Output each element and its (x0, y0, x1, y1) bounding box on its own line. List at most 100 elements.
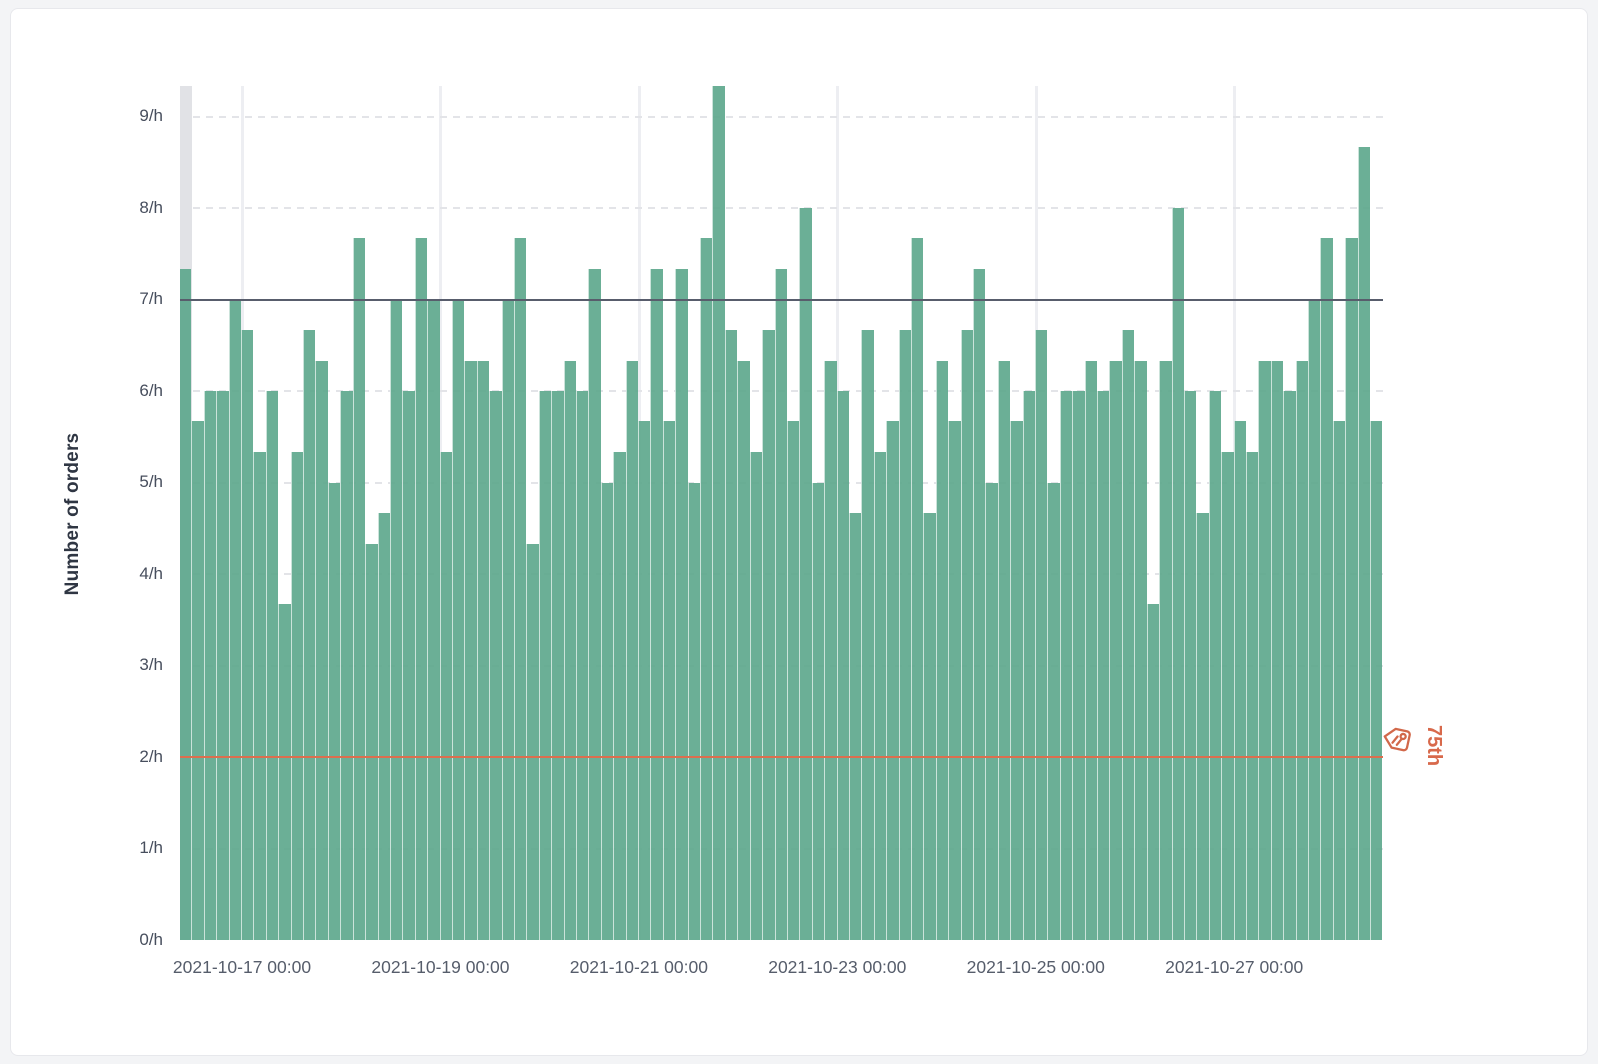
bar (1072, 391, 1085, 940)
y-axis-tick-label: 3/h (139, 655, 163, 675)
bar (600, 482, 614, 940)
bar (180, 269, 192, 940)
bar (439, 452, 452, 940)
bar (290, 452, 304, 940)
bar (1245, 452, 1259, 940)
percentile-75-label: 75th (1423, 725, 1445, 767)
reference-line-7 (180, 298, 1383, 301)
bar (1270, 360, 1284, 940)
y-axis-tick-label: 9/h (139, 106, 163, 126)
bar (216, 391, 229, 940)
h-gridline (180, 115, 1383, 118)
bar (1159, 360, 1172, 940)
orders-bar-chart (180, 86, 1383, 940)
bar (762, 329, 775, 940)
bar (1283, 391, 1296, 940)
bar (1059, 391, 1073, 940)
bar (253, 452, 266, 940)
bar (712, 86, 725, 940)
x-axis-tick-label: 2021-10-19 00:00 (371, 957, 510, 977)
bar (1295, 360, 1308, 940)
bar (1146, 604, 1160, 940)
bar (1258, 360, 1271, 940)
bar (303, 329, 316, 940)
bar (1208, 391, 1222, 940)
bar (1233, 421, 1246, 940)
bar (414, 238, 428, 940)
percentile-75th-line (180, 756, 1383, 758)
bar (513, 238, 527, 940)
bar (625, 360, 639, 940)
bar (241, 329, 254, 940)
bar (1134, 360, 1147, 940)
y-axis-tick-label: 4/h (139, 563, 163, 583)
y-axis-tick-label: 7/h (139, 289, 163, 309)
bar (1084, 360, 1098, 940)
bar (265, 391, 279, 940)
bar (724, 329, 738, 940)
bar (737, 360, 750, 940)
bar (1221, 452, 1234, 940)
y-axis-tick-label: 6/h (139, 380, 163, 400)
bar (973, 269, 986, 940)
bar (1171, 208, 1184, 940)
bar (613, 452, 626, 940)
bar (489, 391, 502, 940)
y-axis-tick-label: 8/h (139, 197, 163, 217)
bar (576, 391, 589, 940)
y-axis-tick-label: 2/h (139, 746, 163, 766)
bar (848, 512, 862, 940)
bar (650, 269, 663, 940)
bar (551, 391, 564, 940)
bar (861, 329, 874, 940)
bar (824, 360, 837, 940)
bar (191, 421, 204, 940)
x-axis-tick-label: 2021-10-25 00:00 (966, 957, 1105, 977)
x-axis-tick-label: 2021-10-21 00:00 (569, 957, 708, 977)
bar (1332, 421, 1346, 940)
bar (910, 238, 924, 940)
bar (811, 482, 825, 940)
bar (203, 391, 217, 940)
x-axis-tick-label: 2021-10-27 00:00 (1165, 957, 1304, 977)
bar (662, 421, 676, 940)
bar (960, 329, 973, 940)
bar (464, 360, 477, 940)
bar (588, 269, 601, 940)
bar (365, 543, 378, 940)
bar (427, 299, 440, 940)
bar (836, 391, 849, 940)
bar (774, 269, 787, 940)
bar (935, 360, 949, 940)
bar (340, 391, 353, 940)
bar (786, 421, 800, 940)
bar (1121, 329, 1135, 940)
y-axis-tick-label: 1/h (139, 838, 163, 858)
bar (886, 421, 899, 940)
tag-icon (1378, 720, 1416, 758)
bar (451, 299, 465, 940)
bar (675, 269, 688, 940)
bar (402, 391, 415, 940)
bar (985, 482, 998, 940)
bar (1370, 421, 1383, 940)
bar (352, 238, 366, 940)
bar (1196, 512, 1209, 940)
bar (315, 360, 328, 940)
x-axis-tick-label: 2021-10-17 00:00 (172, 957, 312, 977)
bar (997, 360, 1011, 940)
bar (1022, 391, 1036, 940)
bar (228, 299, 242, 940)
bar (1345, 238, 1358, 940)
bar (1047, 482, 1060, 940)
bar (923, 512, 936, 940)
bar (948, 421, 961, 940)
bar (898, 329, 911, 940)
bar (638, 421, 651, 940)
bar (278, 604, 291, 940)
bar (389, 299, 403, 940)
bar (327, 482, 341, 940)
bar (1109, 360, 1122, 940)
bar (799, 208, 812, 940)
bar (1357, 146, 1370, 940)
